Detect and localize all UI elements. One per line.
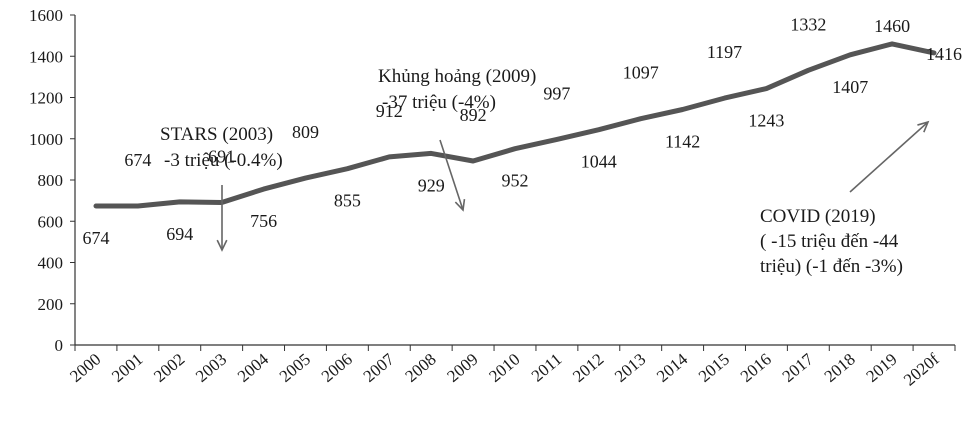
data-label: 691 (208, 146, 235, 166)
data-label: 756 (250, 211, 277, 231)
data-label: 809 (292, 122, 319, 142)
data-label: 1097 (623, 63, 659, 83)
x-tick-label: 2016 (737, 350, 775, 386)
arrow-icon (439, 139, 464, 211)
data-label: 674 (82, 228, 109, 248)
x-tick-label: 2015 (695, 350, 733, 386)
x-axis-ticks: 2000 2001 2002 2003 2004 2005 2006 2007 2008 2009… (66, 345, 956, 390)
x-tick-label: 2008 (402, 350, 440, 386)
data-label: 1197 (707, 42, 742, 62)
data-label: 694 (166, 224, 193, 244)
data-label: 1142 (665, 131, 700, 151)
y-tick-label: 600 (38, 212, 64, 231)
x-tick-label: 2017 (779, 349, 818, 386)
x-tick-label: 2014 (653, 349, 692, 386)
arrow-head-icon (454, 198, 466, 212)
x-tick-label: 2004 (234, 349, 273, 386)
y-tick-label: 0 (55, 336, 64, 355)
data-label: 997 (543, 83, 570, 103)
y-axis-ticks: 0 200 400 600 800 1000 1200 1400 1600 (29, 6, 75, 355)
x-tick-label: 2006 (318, 350, 356, 386)
arrow-head-icon (917, 120, 930, 133)
arrow-icon (849, 121, 929, 193)
y-tick-label: 1000 (29, 130, 63, 149)
y-tick-label: 800 (38, 171, 64, 190)
annotation-2: Khủng hoảng (2009) -37 triệu (-4%) (378, 66, 536, 212)
data-label: 1044 (581, 152, 617, 172)
annotation-text: COVID (2019) (760, 206, 876, 227)
y-tick-label: 400 (38, 254, 64, 273)
y-tick-label: 1200 (29, 89, 63, 108)
annotation-text: ( -15 triệu đến -44 (760, 231, 899, 252)
data-label: 952 (502, 171, 529, 191)
x-tick-label: 2013 (611, 350, 649, 386)
x-tick-label: 2007 (360, 349, 399, 386)
data-label: 892 (460, 105, 487, 125)
annotation-text: -3 triệu (-0.4%) (164, 150, 283, 171)
annotation-text: triệu) (-1 đến -3%) (760, 256, 903, 277)
data-label: 1460 (874, 16, 910, 36)
annotation-text: STARS (2003) (160, 124, 273, 145)
data-label: 1332 (790, 14, 826, 34)
x-tick-label: 2009 (443, 350, 481, 386)
y-tick-label: 1400 (29, 47, 63, 66)
series-line (93, 41, 937, 209)
x-tick-label: 2011 (528, 350, 566, 386)
x-tick-label: 2018 (821, 350, 859, 386)
y-tick-label: 200 (38, 295, 64, 314)
data-label: 1416 (926, 44, 962, 64)
x-tick-label: 2003 (192, 350, 230, 386)
data-label: 1407 (832, 77, 868, 97)
x-tick-label: 2005 (276, 350, 314, 386)
data-label: 1243 (748, 111, 784, 131)
annotation-text: Khủng hoảng (2009) (378, 66, 536, 87)
annotation-text: -37 triệu (-4%) (382, 92, 496, 113)
x-tick-label: 2000 (66, 350, 104, 386)
arrow-head-icon (216, 239, 228, 252)
x-tick-label: 2019 (862, 350, 900, 386)
y-tick-label: 1600 (29, 6, 63, 25)
data-labels: 674 674 694 691 756 809 855 912 929 892 952 997 1044… (82, 14, 962, 248)
annotation-3: COVID (2019) ( -15 triệu đến -44 triệu) (-… (760, 120, 930, 277)
data-label: 912 (376, 101, 403, 121)
annotations: STARS (2003) -3 triệu (-0.4%) Khủng hoảng … (160, 66, 930, 277)
x-tick-label: 2010 (485, 350, 523, 386)
x-tick-label: 2002 (150, 350, 188, 386)
annotation-1: STARS (2003) -3 triệu (-0.4%) (160, 124, 283, 252)
x-tick-label: 2012 (569, 350, 607, 386)
x-tick-label: 2020f (900, 349, 943, 389)
x-tick-label: 2001 (108, 350, 146, 386)
data-label: 929 (418, 175, 445, 195)
data-label: 674 (124, 150, 151, 170)
data-label: 855 (334, 191, 361, 211)
